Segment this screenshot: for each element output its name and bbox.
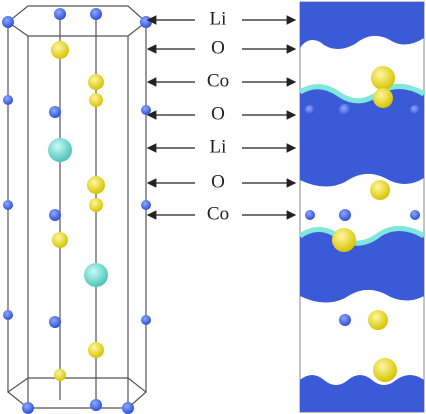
atom (22, 402, 34, 414)
atom (370, 180, 390, 200)
atom (2, 16, 14, 28)
right-density (300, 2, 424, 412)
layer-label: Co (207, 70, 229, 91)
atom (368, 310, 388, 330)
atom (90, 8, 102, 20)
layer-label: Co (207, 203, 229, 224)
atom (89, 93, 103, 107)
layer-label: Li (210, 8, 227, 29)
atom (339, 209, 351, 221)
atom (52, 232, 68, 248)
atom (89, 198, 103, 212)
atom (141, 200, 151, 210)
atom (51, 41, 69, 59)
atom (3, 310, 13, 320)
layer-label: O (211, 171, 225, 192)
atom (122, 402, 134, 414)
layer-label: Li (210, 136, 227, 157)
atom (88, 74, 104, 90)
atom (141, 105, 151, 115)
atom (48, 138, 72, 162)
layer-label: O (211, 37, 225, 58)
atom (332, 228, 356, 252)
atom (49, 106, 61, 118)
atom (49, 316, 61, 328)
atom (373, 88, 393, 108)
atom (373, 358, 397, 382)
atom (54, 369, 66, 381)
atom (141, 315, 151, 325)
atom (140, 16, 152, 28)
atom (339, 314, 351, 326)
atom (410, 210, 420, 220)
atom (410, 105, 420, 115)
atom (305, 210, 315, 220)
figure: Li O Co O Li O Co (0, 0, 426, 414)
atom (49, 209, 61, 221)
atom (339, 104, 351, 116)
atom (305, 105, 315, 115)
atom (90, 399, 102, 411)
atom (88, 342, 104, 358)
atom (54, 8, 66, 20)
atom (371, 66, 395, 90)
left-structure (2, 6, 152, 414)
layer-label: O (211, 103, 225, 124)
atom (3, 95, 13, 105)
atom (84, 263, 108, 287)
atom (3, 200, 13, 210)
atom (87, 176, 105, 194)
